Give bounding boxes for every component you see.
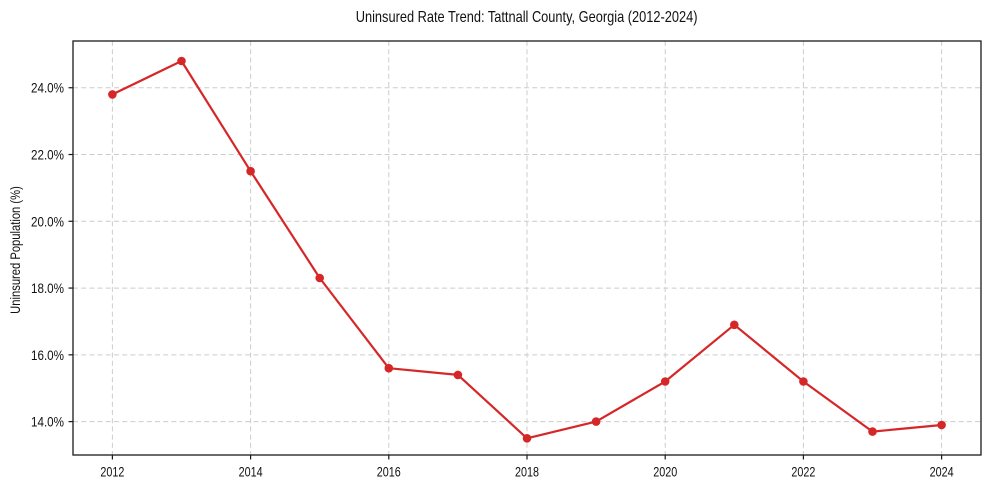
data-point-2017 bbox=[453, 370, 463, 380]
x-tick-label: 2024 bbox=[930, 464, 954, 480]
y-tick-label: 24.0% bbox=[31, 80, 64, 96]
x-tick-label: 2018 bbox=[515, 464, 539, 480]
y-tick-label: 22.0% bbox=[31, 147, 64, 163]
x-tick-label: 2012 bbox=[100, 464, 124, 480]
data-point-2024 bbox=[937, 420, 946, 430]
data-point-2014 bbox=[246, 166, 255, 176]
plot-border bbox=[72, 40, 982, 456]
data-point-2023 bbox=[868, 427, 877, 436]
x-tick-label: 2022 bbox=[791, 464, 815, 480]
y-tick-label: 16.0% bbox=[31, 347, 64, 363]
y-tick-label: 14.0% bbox=[31, 414, 64, 430]
x-tick-label: 2016 bbox=[377, 464, 401, 480]
x-tick-label: 2020 bbox=[653, 464, 677, 480]
y-tick-label: 20.0% bbox=[31, 213, 64, 229]
y-tick-label: 18.0% bbox=[31, 280, 64, 296]
data-point-2012 bbox=[108, 90, 117, 99]
chart-title: Uninsured Rate Trend: Tattnall County, G… bbox=[73, 9, 981, 26]
data-point-2021 bbox=[730, 320, 739, 330]
data-point-2022 bbox=[799, 377, 808, 386]
data-point-2020 bbox=[660, 377, 670, 386]
data-point-2015 bbox=[315, 273, 325, 283]
chart-title-text: Uninsured Rate Trend: Tattnall County, G… bbox=[356, 9, 698, 26]
data-point-2016 bbox=[384, 363, 394, 373]
data-point-2013 bbox=[177, 56, 186, 66]
data-point-2018 bbox=[522, 434, 532, 443]
x-tick-label: 2014 bbox=[239, 464, 263, 480]
data-point-2019 bbox=[591, 417, 601, 426]
